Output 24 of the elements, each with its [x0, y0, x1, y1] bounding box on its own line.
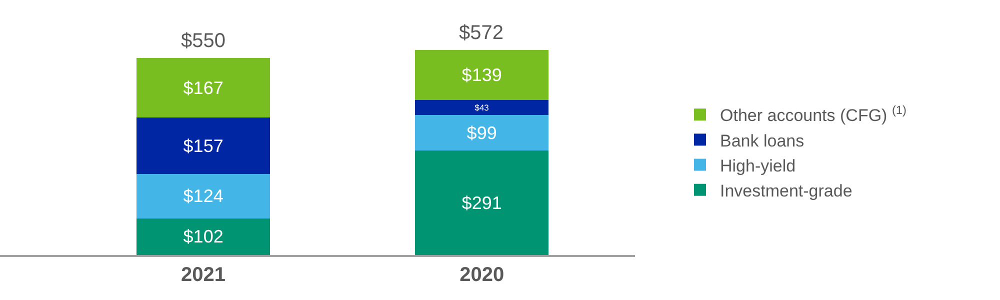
- data-label: $139: [462, 64, 502, 85]
- total-label: $572: [459, 22, 504, 44]
- legend-label: High-yield: [720, 156, 796, 176]
- bar: [414, 115, 549, 151]
- legend-label: Other accounts (CFG) $^{(1)}$: [720, 103, 907, 126]
- total-label: $550: [181, 30, 226, 52]
- bar: [136, 58, 270, 118]
- bar: [136, 174, 270, 218]
- legend-label: Investment-grade: [720, 181, 852, 200]
- bar: [414, 100, 549, 116]
- x-tick-label: 2021: [181, 264, 226, 286]
- data-label: $124: [183, 186, 224, 206]
- data-label: $167: [183, 78, 224, 98]
- data-label: $102: [183, 226, 224, 247]
- bar: [136, 118, 270, 174]
- x-tick-label: 2020: [460, 264, 504, 286]
- data-label: $43: [474, 102, 490, 112]
- bar: [136, 218, 270, 255]
- legend-label: Bank loans: [720, 131, 804, 150]
- data-label: $157: [183, 136, 224, 156]
- data-label: $291: [462, 192, 502, 213]
- data-label: $99: [466, 122, 497, 143]
- bar: [414, 150, 549, 255]
- bar: [414, 50, 549, 100]
